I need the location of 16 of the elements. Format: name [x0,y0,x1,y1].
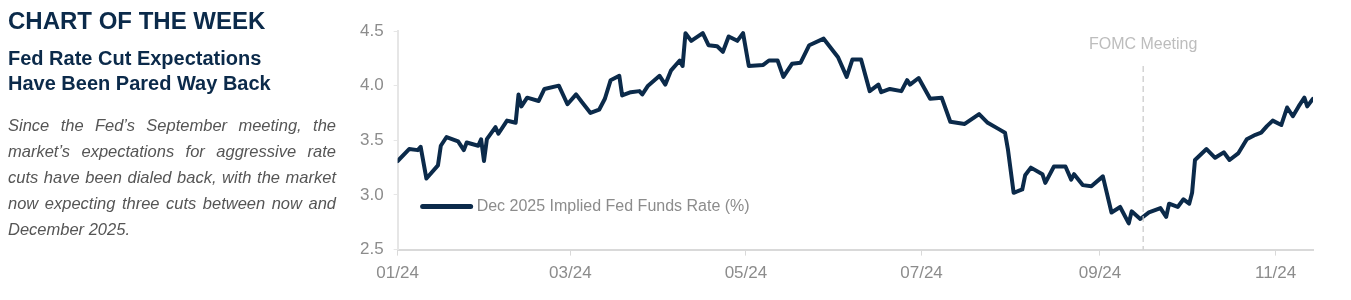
y-tick-label: 2.5 [359,239,384,259]
x-tick-label: 09/24 [1078,263,1122,283]
legend-label: Dec 2025 Implied Fed Funds Rate (%) [476,197,750,215]
y-tick-label: 3.5 [359,129,384,149]
text: Since the Fed’s September meeting, the market’s expectations for aggressive rate cuts have been dialed back, with the market now expecting three cuts between now and December 2025. [8,115,336,240]
x-tick-label: 07/24 [900,263,943,283]
y-tick-label: 4.5 [359,20,384,40]
ref-line-label: FOMC Meeting [1088,35,1198,53]
x-tick-label: 01/24 [376,263,419,283]
y-tick-label: 4.0 [359,75,384,95]
x-tick-label: 05/24 [724,263,768,283]
y-tick-label: 3.0 [359,184,384,204]
text: CHART OF THE WEEK [8,7,267,34]
x-tick-label: 03/24 [549,263,592,283]
text: Fed Rate Cut Expectations Have Been Pared Way Back [8,46,272,96]
x-tick-label: 11/24 [1254,263,1297,283]
